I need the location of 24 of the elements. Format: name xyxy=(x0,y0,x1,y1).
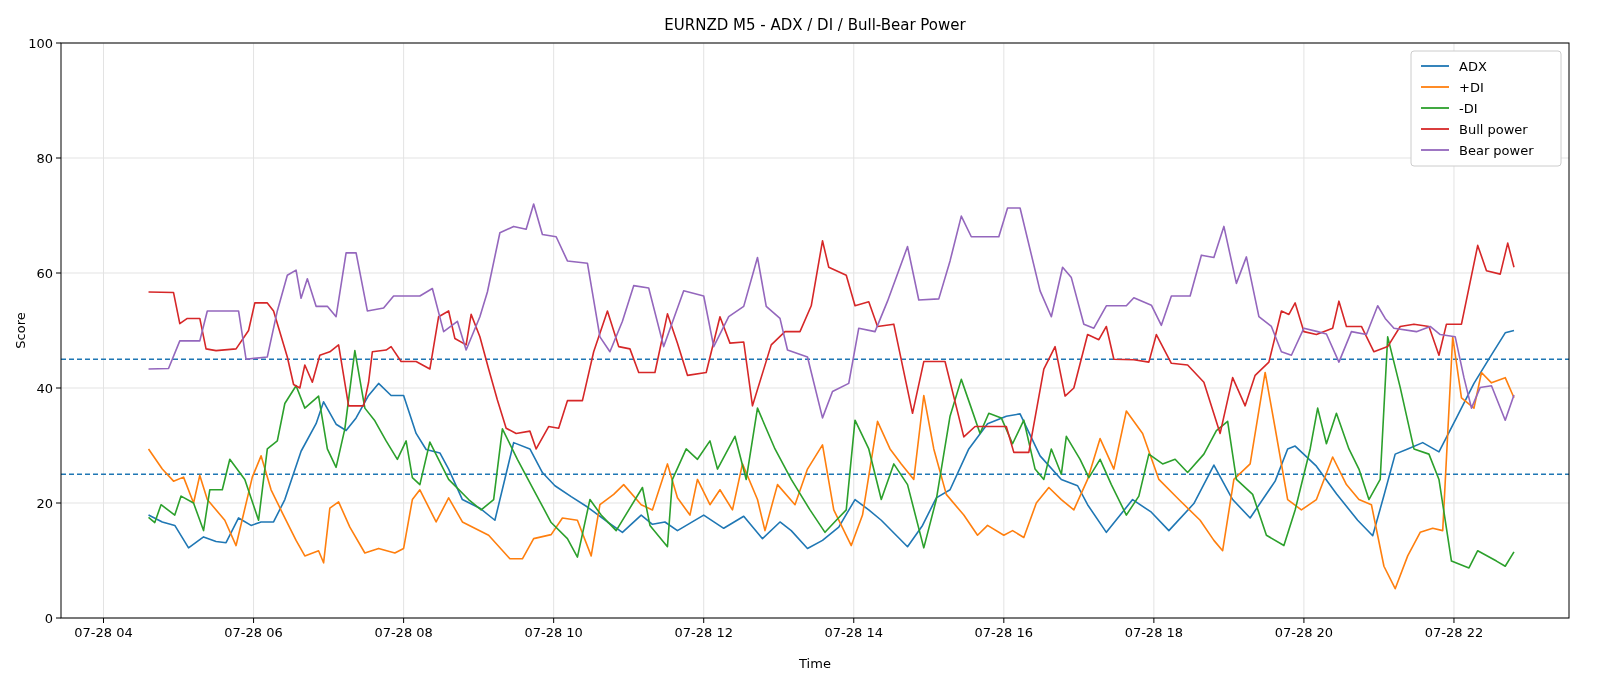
y-tick-label: 0 xyxy=(44,610,53,626)
legend-label: ADX xyxy=(1459,58,1487,74)
y-axis-title: Score xyxy=(13,312,28,349)
x-tick-label: 07-28 22 xyxy=(1424,625,1484,640)
y-tick-label: 40 xyxy=(36,380,53,396)
y-tick-label: 80 xyxy=(36,150,53,166)
x-tick-label: 07-28 14 xyxy=(824,625,883,640)
y-tick-label: 20 xyxy=(36,495,53,511)
x-tick-label: 07-28 12 xyxy=(674,625,733,640)
y-tick-label: 60 xyxy=(36,265,53,281)
x-tick-label: 07-28 16 xyxy=(974,625,1034,640)
legend-label: Bear power xyxy=(1459,142,1535,158)
legend-label: -DI xyxy=(1459,100,1478,116)
x-tick-label: 07-28 20 xyxy=(1274,625,1334,640)
legend-label: +DI xyxy=(1459,79,1484,95)
chart-title: EURNZD M5 - ADX / DI / Bull-Bear Power xyxy=(664,16,967,34)
x-axis-title: Time xyxy=(798,656,831,671)
legend-label: Bull power xyxy=(1459,121,1529,137)
x-tick-label: 07-28 08 xyxy=(374,625,433,640)
y-tick-label: 100 xyxy=(28,35,53,51)
x-tick-label: 07-28 04 xyxy=(74,625,133,640)
x-tick-label: 07-28 18 xyxy=(1124,625,1184,640)
x-tick-label: 07-28 10 xyxy=(524,625,583,640)
x-tick-label: 07-28 06 xyxy=(224,625,283,640)
